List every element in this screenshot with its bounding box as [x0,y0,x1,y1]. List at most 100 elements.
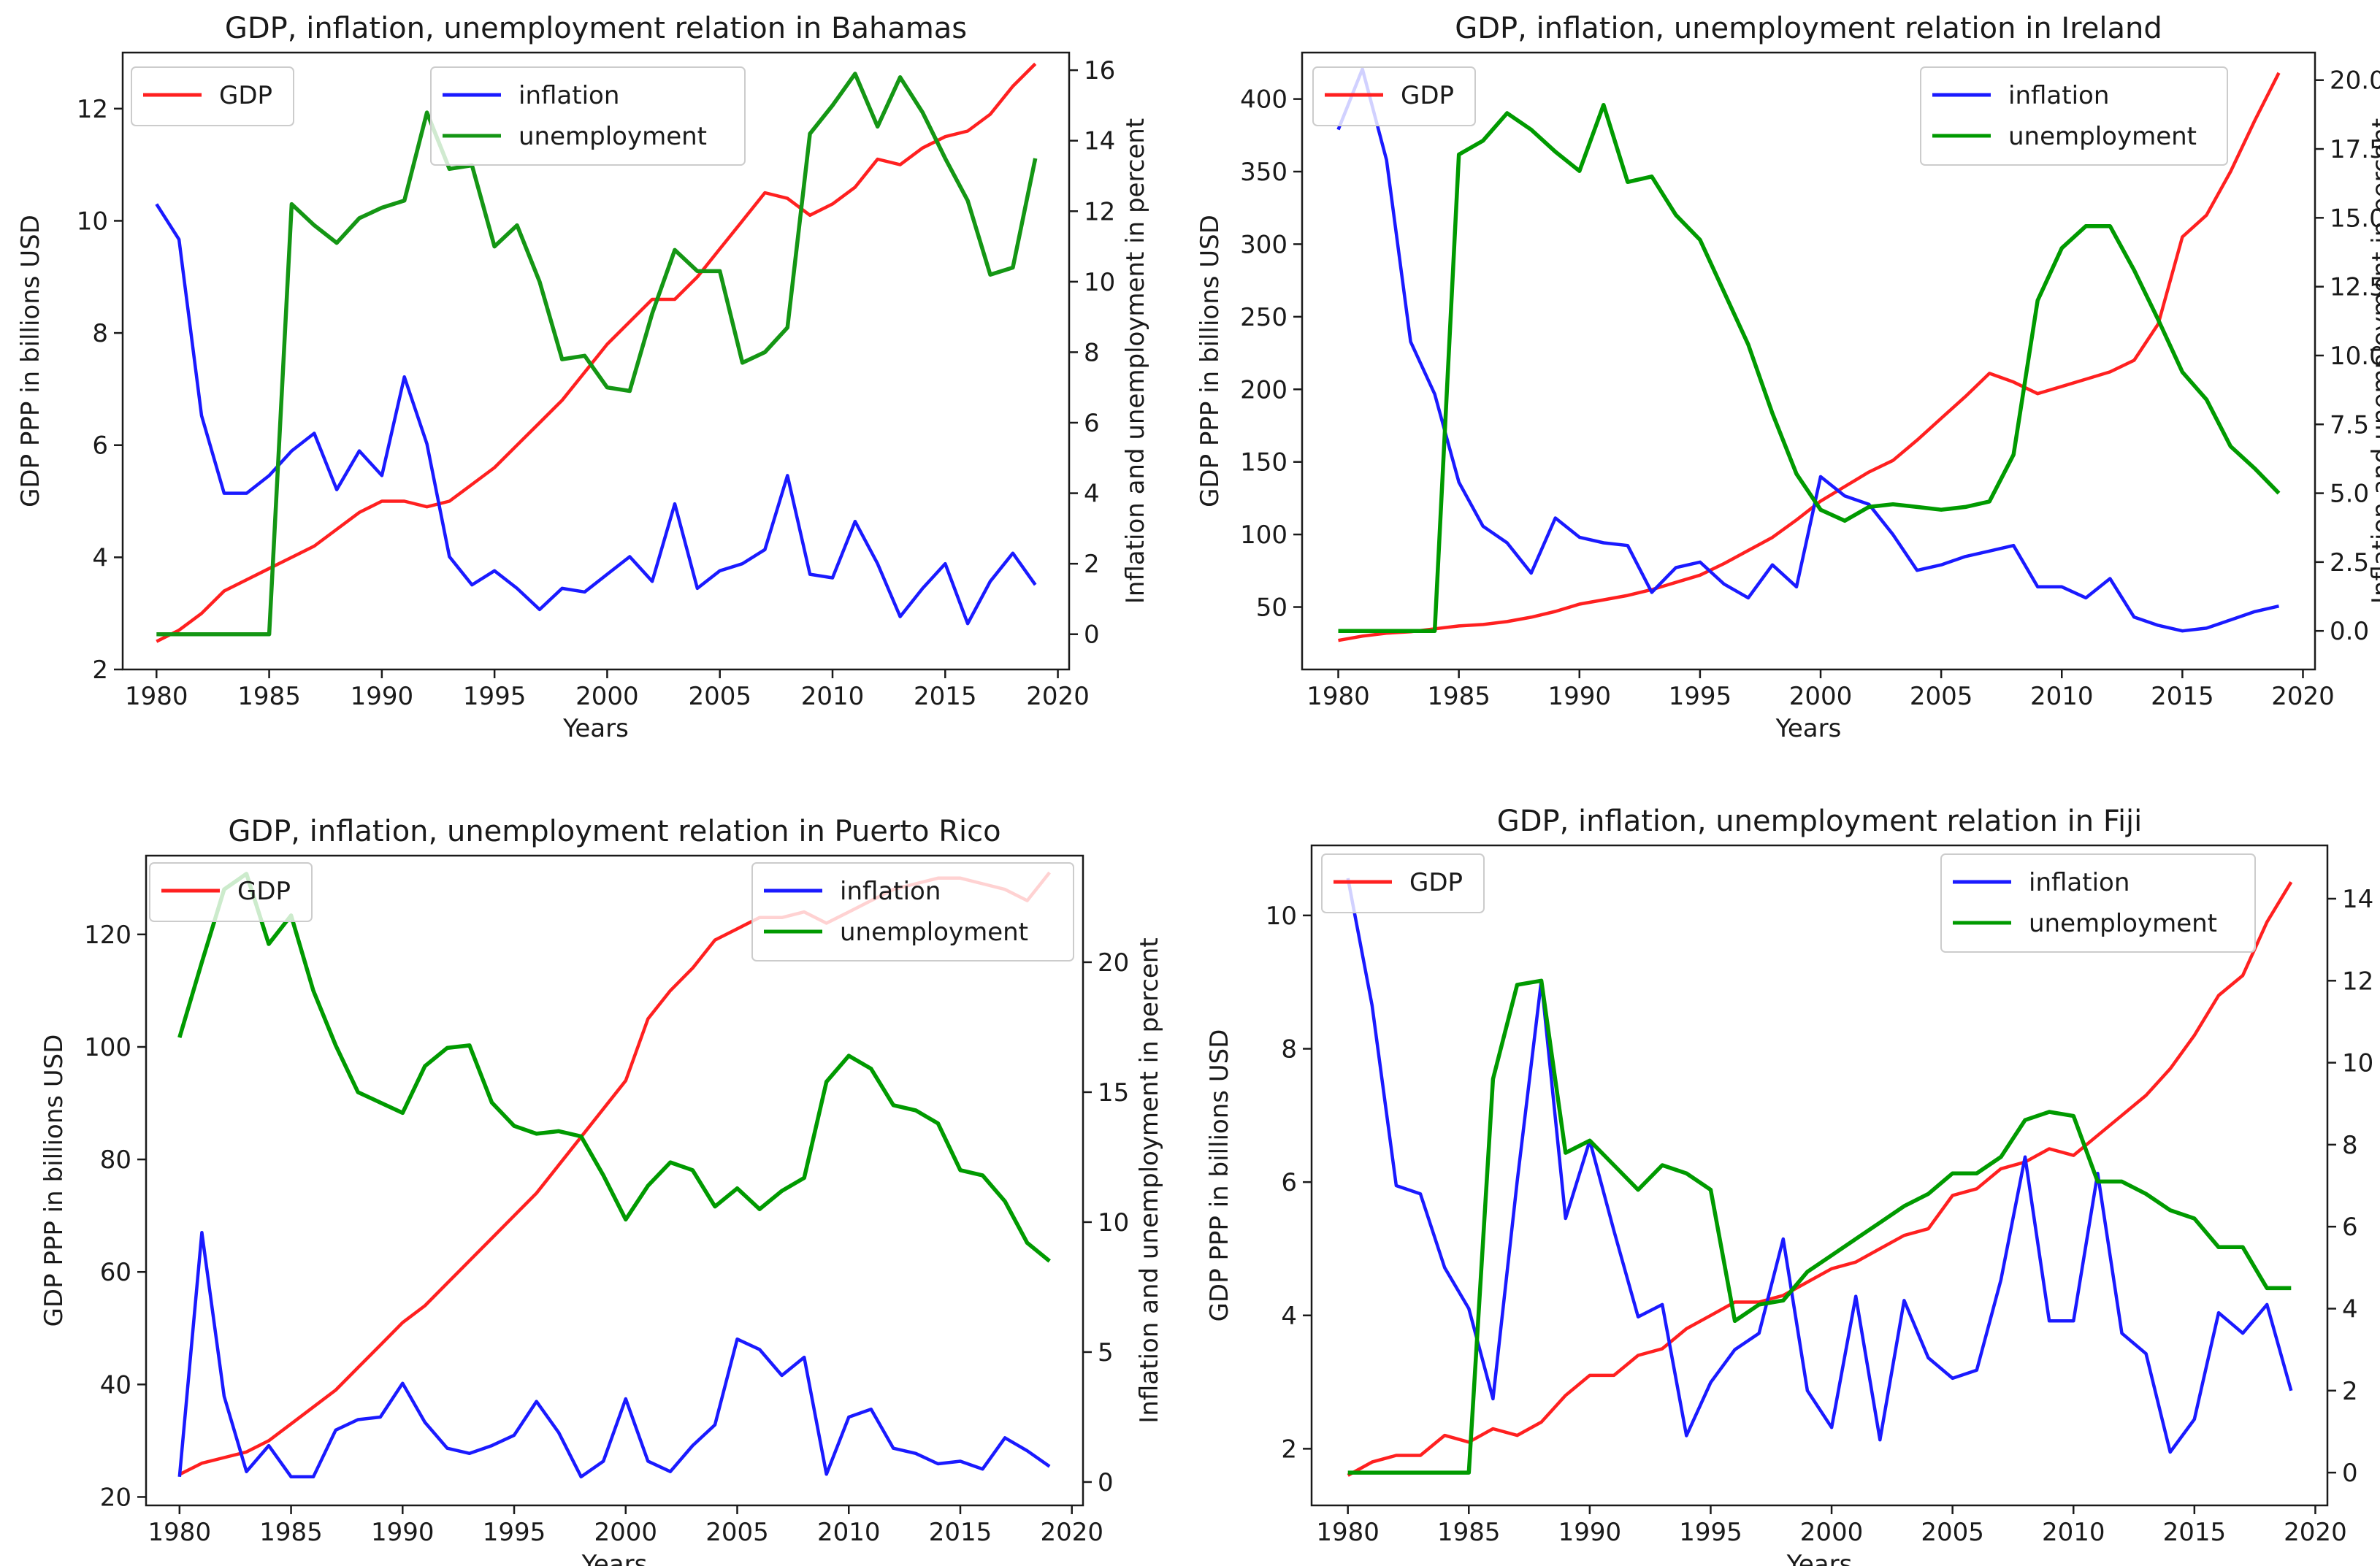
y-axis-label: GDP PPP in billions USD [1205,1029,1234,1322]
series-line-GDP [178,871,1051,1476]
y-tick-label: 10 [1266,902,1297,931]
y2-tick-label: 12.5 [2330,273,2380,302]
y-axis-label: GDP PPP in billions USD [39,1035,69,1327]
y-tick-label: 300 [1240,230,1287,259]
legend-label-GDP: GDP [1401,81,1454,110]
plot-frame [1301,51,2316,671]
series-line-inflation [155,203,1037,626]
x-tick-label: 2010 [817,1518,881,1547]
chart-title: GDP, inflation, unemployment relation in… [228,815,1000,848]
y2-tick-label: 10.0 [2330,342,2380,371]
chart-svg: GDP, inflation, unemployment relation in… [39,815,1164,1566]
chart-panel-fiji: GDP, inflation, unemployment relation in… [1190,781,2380,1566]
y2-tick-label: 2.5 [2330,548,2369,577]
y-tick-label: 4 [92,543,108,572]
x-axis-label: Years [1786,1550,1853,1566]
x-tick-label: 2015 [2163,1518,2227,1547]
y2-tick-label: 6 [1084,409,1100,438]
x-tick-label: 1990 [371,1518,435,1547]
y2-tick-label: 14 [1084,127,1115,156]
series-line-unemployment [1347,978,2292,1475]
x-tick-label: 2005 [1921,1518,1984,1547]
legend-box [1940,853,2256,953]
y-tick-label: 4 [1281,1302,1297,1331]
y-tick-label: 2 [1281,1435,1297,1464]
y2-tick-label: 0.0 [2330,617,2369,646]
legend-label-GDP: GDP [219,81,272,110]
plot-frame [1310,844,2329,1507]
chart-title: GDP, inflation, unemployment relation in… [1497,805,2143,838]
plot-frame [145,854,1084,1507]
chart-title: GDP, inflation, unemployment relation in… [225,12,967,45]
x-axis-label: Years [581,1550,648,1566]
y2-axis-label: Inflation and unemployment in percent [1135,937,1164,1423]
y2-tick-label: 20.0 [2330,66,2380,96]
y-tick-label: 400 [1240,85,1287,115]
y2-tick-label: 10 [1098,1208,1129,1237]
y2-tick-label: 12 [1084,197,1115,226]
x-tick-label: 1985 [237,682,301,711]
series-line-inflation [1346,878,2293,1454]
x-tick-label: 1990 [1558,1518,1622,1547]
y-axis-label: GDP PPP in billions USD [1195,215,1225,507]
y2-tick-label: 20 [1098,948,1129,978]
x-tick-label: 1985 [259,1518,323,1547]
y-tick-label: 120 [84,921,131,950]
y2-tick-label: 15.0 [2330,204,2380,233]
y-tick-label: 2 [92,656,108,685]
chart-svg: GDP, inflation, unemployment relation in… [1205,805,2380,1566]
x-tick-label: 2010 [2042,1518,2105,1547]
x-tick-label: 2015 [929,1518,992,1547]
y2-tick-label: 14 [2342,885,2373,914]
y-tick-label: 100 [1240,521,1287,550]
y-tick-label: 6 [1281,1168,1297,1197]
series-line-inflation [1336,67,2280,633]
legend-label-GDP: GDP [237,877,291,906]
legend-label-unemployment: unemployment [2008,122,2197,151]
x-tick-label: 1980 [125,682,188,711]
x-tick-label: 1980 [1306,682,1370,711]
y-tick-label: 6 [92,431,108,461]
y2-tick-label: 16 [1084,56,1115,85]
y-tick-label: 12 [77,95,108,124]
y2-axis-label: Inflation and unemployment in percent [1121,118,1150,604]
x-tick-label: 2020 [1040,1518,1103,1547]
y-tick-label: 100 [84,1033,131,1062]
y2-tick-label: 2 [2342,1377,2358,1406]
x-tick-label: 1995 [483,1518,546,1547]
y2-tick-label: 2 [1084,550,1100,579]
x-tick-label: 1980 [148,1518,212,1547]
x-tick-label: 1985 [1427,682,1491,711]
legend-box [1312,66,1476,126]
x-tick-label: 2015 [914,682,977,711]
chart-svg: GDP, inflation, unemployment relation in… [16,12,1150,743]
x-tick-label: 2000 [1789,682,1853,711]
y-tick-label: 200 [1240,375,1287,404]
y-tick-label: 250 [1240,303,1287,332]
y2-tick-label: 12 [2342,967,2373,996]
y2-tick-label: 17.5 [2330,135,2380,164]
y2-axis-label: Inflation and unemployment in percent [2367,118,2380,604]
legend-label-inflation: inflation [840,877,941,906]
legend-label-unemployment: unemployment [840,918,1028,947]
x-tick-label: 2020 [2284,1518,2347,1547]
y2-tick-label: 5.0 [2330,480,2369,509]
x-tick-label: 2000 [1800,1518,1864,1547]
x-tick-label: 1980 [1316,1518,1380,1547]
chart-panel-bahamas: GDP, inflation, unemployment relation in… [0,0,1190,781]
y2-tick-label: 8 [1084,338,1100,367]
y2-tick-label: 15 [1098,1078,1129,1108]
x-tick-label: 2005 [1910,682,1973,711]
series-line-unemployment [156,72,1038,637]
chart-panel-ireland: GDP, inflation, unemployment relation in… [1190,0,2380,781]
series-line-unemployment [177,872,1051,1263]
x-tick-label: 1995 [1679,1518,1742,1547]
legend-box [149,862,313,922]
y2-tick-label: 0 [1098,1468,1114,1497]
legend-label-unemployment: unemployment [2029,909,2217,938]
y-tick-label: 50 [1256,594,1287,623]
chart-panel-puerto-rico: GDP, inflation, unemployment relation in… [0,781,1190,1566]
legend-box [1920,66,2228,166]
y-tick-label: 60 [100,1258,131,1287]
series-line-GDP [156,62,1037,643]
